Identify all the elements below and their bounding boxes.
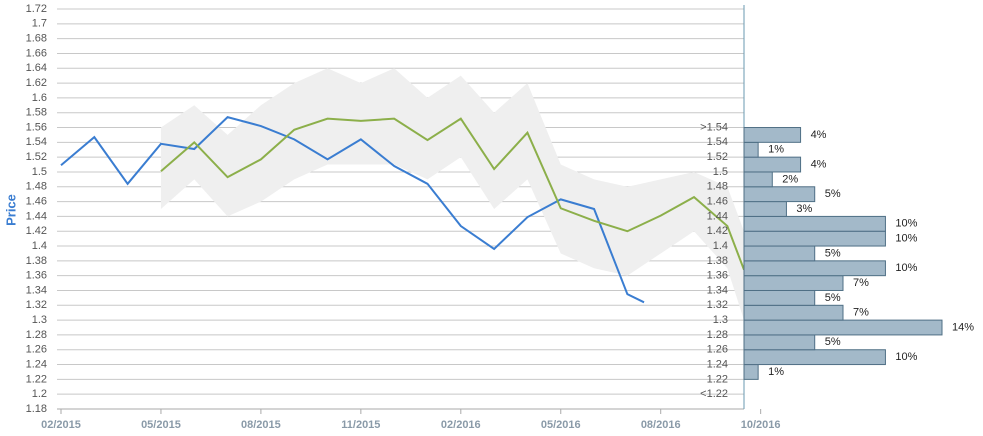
hist-bar xyxy=(743,334,816,351)
hist-bar xyxy=(743,171,773,188)
hist-value-label: 10% xyxy=(895,233,917,245)
hist-tick-label: 1.28 xyxy=(707,329,728,341)
hist-tick-label: 1.48 xyxy=(707,181,728,193)
y-tick-label: 1.72 xyxy=(26,3,47,15)
hist-bar xyxy=(743,304,844,321)
hist-bar xyxy=(743,319,943,336)
y-tick-label: 1.48 xyxy=(26,181,47,193)
y-tick-label: 1.5 xyxy=(32,166,47,178)
price-line xyxy=(160,117,745,271)
hist-value-label: 5% xyxy=(825,188,841,200)
y-tick-label: 1.62 xyxy=(26,77,47,89)
y-tick-label: 1.42 xyxy=(26,225,47,237)
hist-bar xyxy=(743,260,886,277)
y-tick-label: 1.66 xyxy=(26,47,47,59)
hist-tick-label: 1.36 xyxy=(707,270,728,282)
hist-bar xyxy=(743,127,802,143)
x-tick-label: 08/2015 xyxy=(241,419,281,431)
y-tick-label: 1.44 xyxy=(26,210,47,222)
hist-tick-label: 1.46 xyxy=(707,195,728,207)
y-tick-label: 1.58 xyxy=(26,107,47,119)
x-tick-label: 11/2015 xyxy=(341,419,380,431)
x-tick-label: 02/2015 xyxy=(41,419,81,431)
hist-value-label: 1% xyxy=(768,366,784,378)
y-tick-label: 1.4 xyxy=(32,240,47,252)
hist-value-label: 14% xyxy=(952,321,974,333)
hist-bar xyxy=(743,245,816,262)
hist-bar xyxy=(743,275,844,291)
hist-value-label: 10% xyxy=(895,218,917,230)
hist-value-label: 7% xyxy=(853,307,869,319)
hist-tick-label: 1.44 xyxy=(707,210,728,222)
forecast-band xyxy=(160,68,744,321)
hist-tick-label: 1.22 xyxy=(707,373,728,385)
hist-value-label: 5% xyxy=(825,247,841,259)
hist-tick-label: 1.24 xyxy=(707,358,728,370)
hist-tick-label: 1.34 xyxy=(707,284,728,296)
y-tick-label: 1.54 xyxy=(26,136,47,148)
hist-bar xyxy=(743,349,886,366)
y-tick-label: 1.64 xyxy=(26,62,47,74)
y-tick-label: 1.36 xyxy=(26,270,47,282)
hist-value-label: 10% xyxy=(895,262,917,274)
hist-value-label: 5% xyxy=(825,292,841,304)
y-tick-label: 1.7 xyxy=(32,18,47,30)
hist-value-label: 5% xyxy=(825,336,841,348)
hist-value-label: 10% xyxy=(895,351,917,363)
x-tick-label: 05/2015 xyxy=(141,419,181,431)
y-tick-label: 1.2 xyxy=(32,388,47,400)
price-line xyxy=(60,116,645,304)
hist-tick-label: 1.52 xyxy=(707,151,728,163)
hist-value-label: 4% xyxy=(811,158,827,170)
hist-tick-label: <1.22 xyxy=(700,388,728,400)
hist-tick-label: 1.26 xyxy=(707,344,728,356)
y-tick-label: 1.18 xyxy=(26,403,47,415)
y-tick-label: 1.46 xyxy=(26,195,47,207)
y-tick-label: 1.32 xyxy=(26,299,47,311)
x-tick-label: 10/2016 xyxy=(741,419,781,431)
hist-bar xyxy=(743,141,759,158)
hist-bar xyxy=(743,156,802,173)
hist-bar xyxy=(743,230,886,247)
hist-tick-label: 1.32 xyxy=(707,299,728,311)
y-tick-label: 1.38 xyxy=(26,255,47,267)
hist-value-label: 3% xyxy=(796,203,812,215)
hist-bar xyxy=(743,215,886,232)
hist-tick-label: 1.5 xyxy=(713,166,728,178)
y-tick-label: 1.68 xyxy=(26,33,47,45)
y-tick-label: 1.56 xyxy=(26,121,47,133)
hist-tick-label: 1.38 xyxy=(707,255,728,267)
x-tick-label: 08/2016 xyxy=(641,419,681,431)
y-tick-label: 1.6 xyxy=(32,92,47,104)
hist-tick-label: 1.3 xyxy=(713,314,728,326)
hist-value-label: 2% xyxy=(782,173,798,185)
hist-tick-label: 1.4 xyxy=(713,240,728,252)
hist-tick-label: >1.54 xyxy=(700,121,728,133)
x-tick-label: 05/2016 xyxy=(541,419,581,431)
hist-value-label: 7% xyxy=(853,277,869,289)
y-axis-label: Price xyxy=(3,194,18,226)
y-tick-label: 1.3 xyxy=(32,314,47,326)
y-tick-label: 1.26 xyxy=(26,344,47,356)
hist-tick-label: 1.42 xyxy=(707,225,728,237)
hist-tick-label: 1.54 xyxy=(707,136,728,148)
hist-value-label: 1% xyxy=(768,144,784,156)
hist-value-label: 4% xyxy=(811,129,827,141)
y-tick-label: 1.22 xyxy=(26,373,47,385)
hist-bar xyxy=(743,186,816,203)
hist-bar xyxy=(743,289,816,306)
hist-bar xyxy=(743,364,759,380)
y-tick-label: 1.52 xyxy=(26,151,47,163)
hist-bar xyxy=(743,201,787,217)
x-tick-label: 02/2016 xyxy=(441,419,481,431)
y-tick-label: 1.24 xyxy=(26,358,47,370)
y-tick-label: 1.28 xyxy=(26,329,47,341)
y-tick-label: 1.34 xyxy=(26,284,47,296)
